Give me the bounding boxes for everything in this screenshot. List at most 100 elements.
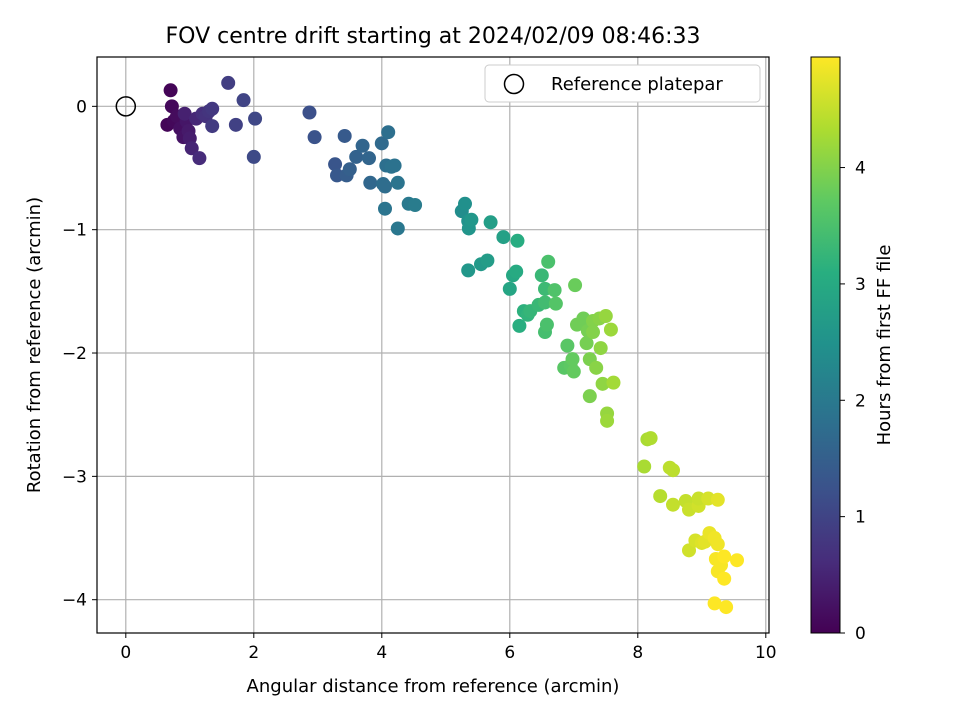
data-point bbox=[342, 162, 357, 177]
y-tick-label: −1 bbox=[62, 221, 87, 241]
colorbar: 0 1 2 3 4 Hours from first FF file bbox=[810, 56, 895, 644]
data-point bbox=[510, 233, 525, 248]
data-point bbox=[330, 168, 344, 183]
data-point bbox=[653, 489, 668, 504]
data-point bbox=[184, 141, 199, 156]
data-point bbox=[730, 553, 744, 568]
x-axis-label: Angular distance from reference (arcmin) bbox=[247, 676, 620, 697]
y-tick-label: −3 bbox=[62, 467, 87, 487]
data-point bbox=[586, 325, 600, 340]
data-point bbox=[378, 201, 392, 216]
data-point bbox=[328, 157, 343, 172]
data-point bbox=[666, 463, 680, 478]
chart-title: FOV centre drift starting at 2024/02/09 … bbox=[166, 24, 701, 49]
data-point bbox=[163, 83, 178, 98]
data-point bbox=[236, 93, 251, 108]
legend-box bbox=[484, 64, 761, 103]
data-point bbox=[595, 376, 610, 391]
y-tick-label: −2 bbox=[62, 344, 87, 364]
legend-marker bbox=[503, 73, 525, 95]
data-point bbox=[221, 75, 236, 90]
data-point bbox=[710, 537, 725, 552]
colorbar-tick-label: 1 bbox=[855, 508, 866, 528]
plot-area bbox=[97, 57, 769, 633]
data-point bbox=[483, 215, 498, 230]
plot-frame bbox=[96, 56, 770, 634]
data-point bbox=[534, 268, 549, 283]
x-tick-label: 6 bbox=[504, 643, 515, 663]
y-tick-label: 0 bbox=[76, 97, 87, 117]
data-point bbox=[387, 158, 402, 173]
legend-label: Reference platepar bbox=[551, 74, 723, 95]
data-point bbox=[458, 196, 472, 211]
data-point bbox=[408, 198, 423, 213]
data-point bbox=[548, 296, 563, 311]
data-point bbox=[205, 101, 220, 116]
data-point bbox=[547, 283, 562, 298]
data-point bbox=[192, 151, 207, 166]
data-point bbox=[707, 596, 722, 611]
data-point bbox=[461, 263, 476, 278]
data-point bbox=[337, 128, 352, 143]
data-point bbox=[502, 281, 517, 296]
data-point bbox=[541, 254, 556, 269]
colorbar-label: Hours from first FF file bbox=[874, 245, 895, 446]
x-tick-label: 0 bbox=[120, 643, 131, 663]
data-point bbox=[593, 341, 608, 356]
data-point bbox=[246, 149, 261, 164]
colorbar-tick-label: 4 bbox=[855, 159, 866, 179]
data-point bbox=[568, 278, 583, 293]
data-point bbox=[606, 375, 621, 390]
data-point bbox=[205, 119, 220, 134]
colorbar-tick-label: 3 bbox=[855, 275, 866, 295]
data-point bbox=[512, 318, 527, 333]
data-point bbox=[362, 151, 376, 166]
data-point bbox=[560, 338, 575, 353]
data-point bbox=[538, 295, 552, 310]
data-point bbox=[582, 389, 597, 404]
x-tick-label: 2 bbox=[248, 643, 259, 663]
data-point bbox=[228, 117, 243, 132]
data-point bbox=[480, 253, 495, 268]
data-points bbox=[115, 75, 744, 615]
x-tick-label: 8 bbox=[632, 643, 643, 663]
data-point bbox=[390, 221, 405, 236]
data-point bbox=[307, 130, 322, 145]
data-point bbox=[717, 571, 732, 586]
data-point bbox=[565, 352, 580, 367]
data-point bbox=[579, 336, 594, 351]
data-point bbox=[603, 322, 618, 337]
data-point bbox=[355, 138, 370, 153]
axis-ticks: 0 2 4 6 8 10 0 −1 −2 −3 −4 bbox=[62, 97, 777, 663]
y-axis-label: Rotation from reference (arcmin) bbox=[24, 197, 45, 493]
data-point bbox=[637, 459, 652, 474]
data-point bbox=[717, 549, 732, 564]
y-tick-label: −4 bbox=[62, 591, 87, 611]
data-point bbox=[363, 175, 378, 190]
data-point bbox=[177, 106, 192, 121]
data-point bbox=[666, 497, 680, 512]
data-point bbox=[381, 125, 396, 140]
data-point bbox=[464, 212, 479, 227]
reference-platepar-marker bbox=[115, 96, 137, 117]
data-point bbox=[710, 492, 725, 507]
data-point bbox=[691, 491, 706, 506]
data-point bbox=[643, 431, 658, 446]
data-point bbox=[378, 179, 392, 194]
data-point bbox=[374, 136, 389, 151]
x-tick-label: 10 bbox=[755, 643, 777, 663]
colorbar-tick-label: 2 bbox=[855, 391, 866, 411]
legend: Reference platepar bbox=[484, 64, 761, 103]
x-tick-label: 4 bbox=[376, 643, 387, 663]
data-point bbox=[598, 309, 613, 324]
data-point bbox=[496, 230, 511, 245]
data-point bbox=[719, 600, 734, 615]
data-point bbox=[600, 413, 615, 428]
colorbar-tick-label: 0 bbox=[855, 624, 866, 644]
colorbar-gradient bbox=[810, 56, 841, 634]
data-point bbox=[302, 105, 317, 120]
data-point bbox=[566, 364, 581, 379]
data-point bbox=[589, 360, 604, 375]
data-point bbox=[390, 175, 405, 190]
